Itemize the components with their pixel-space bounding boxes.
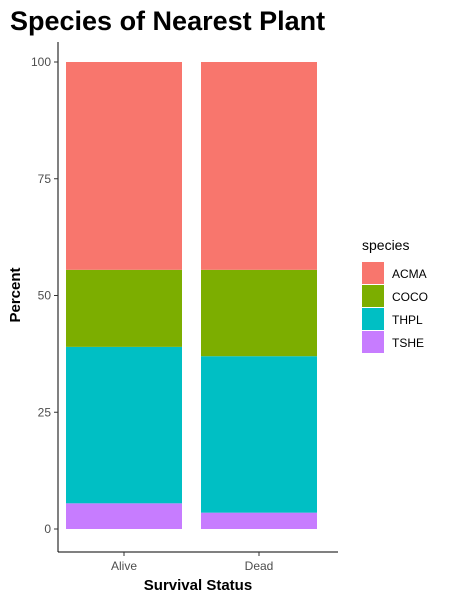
y-ticks: 0 25 50 75 100 (31, 55, 58, 536)
legend-swatch-thpl (362, 308, 384, 330)
legend-label-coco: COCO (392, 290, 428, 304)
x-ticks: Alive Dead (111, 552, 273, 573)
legend-label-thpl: THPL (392, 313, 423, 327)
legend-items: ACMA COCO THPL TSHE (362, 262, 428, 353)
bar-dead-tshe (201, 512, 317, 529)
legend-swatch-tshe (362, 331, 384, 353)
y-tick-label: 25 (38, 405, 52, 419)
x-axis-title: Survival Status (144, 577, 252, 594)
x-tick-label: Dead (245, 559, 274, 573)
legend-label-acma: ACMA (392, 267, 427, 281)
x-tick-label: Alive (111, 559, 137, 573)
legend-swatch-acma (362, 262, 384, 284)
bar-alive-thpl (66, 346, 182, 504)
legend-title: species (362, 237, 409, 253)
chart-title: Species of Nearest Plant (10, 6, 325, 36)
legend-label-tshe: TSHE (392, 336, 424, 350)
y-tick-label: 0 (44, 522, 51, 536)
y-tick-label: 75 (38, 172, 52, 186)
bars-group (66, 62, 317, 529)
bar-dead-thpl (201, 356, 317, 513)
legend-swatch-coco (362, 285, 384, 307)
y-axis-title: Percent (7, 267, 24, 322)
y-tick-label: 50 (38, 289, 52, 303)
bar-alive-coco (66, 269, 182, 347)
bar-dead-coco (201, 269, 317, 357)
bar-alive-tshe (66, 503, 182, 529)
legend: species ACMA COCO THPL TSHE (362, 237, 428, 353)
bar-alive-acma (66, 62, 182, 270)
y-tick-label: 100 (31, 55, 51, 69)
bar-dead-acma (201, 62, 317, 270)
